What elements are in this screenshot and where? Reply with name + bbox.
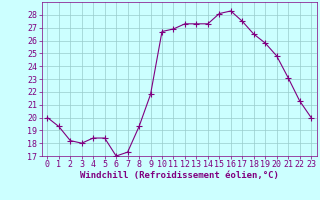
X-axis label: Windchill (Refroidissement éolien,°C): Windchill (Refroidissement éolien,°C) [80, 171, 279, 180]
